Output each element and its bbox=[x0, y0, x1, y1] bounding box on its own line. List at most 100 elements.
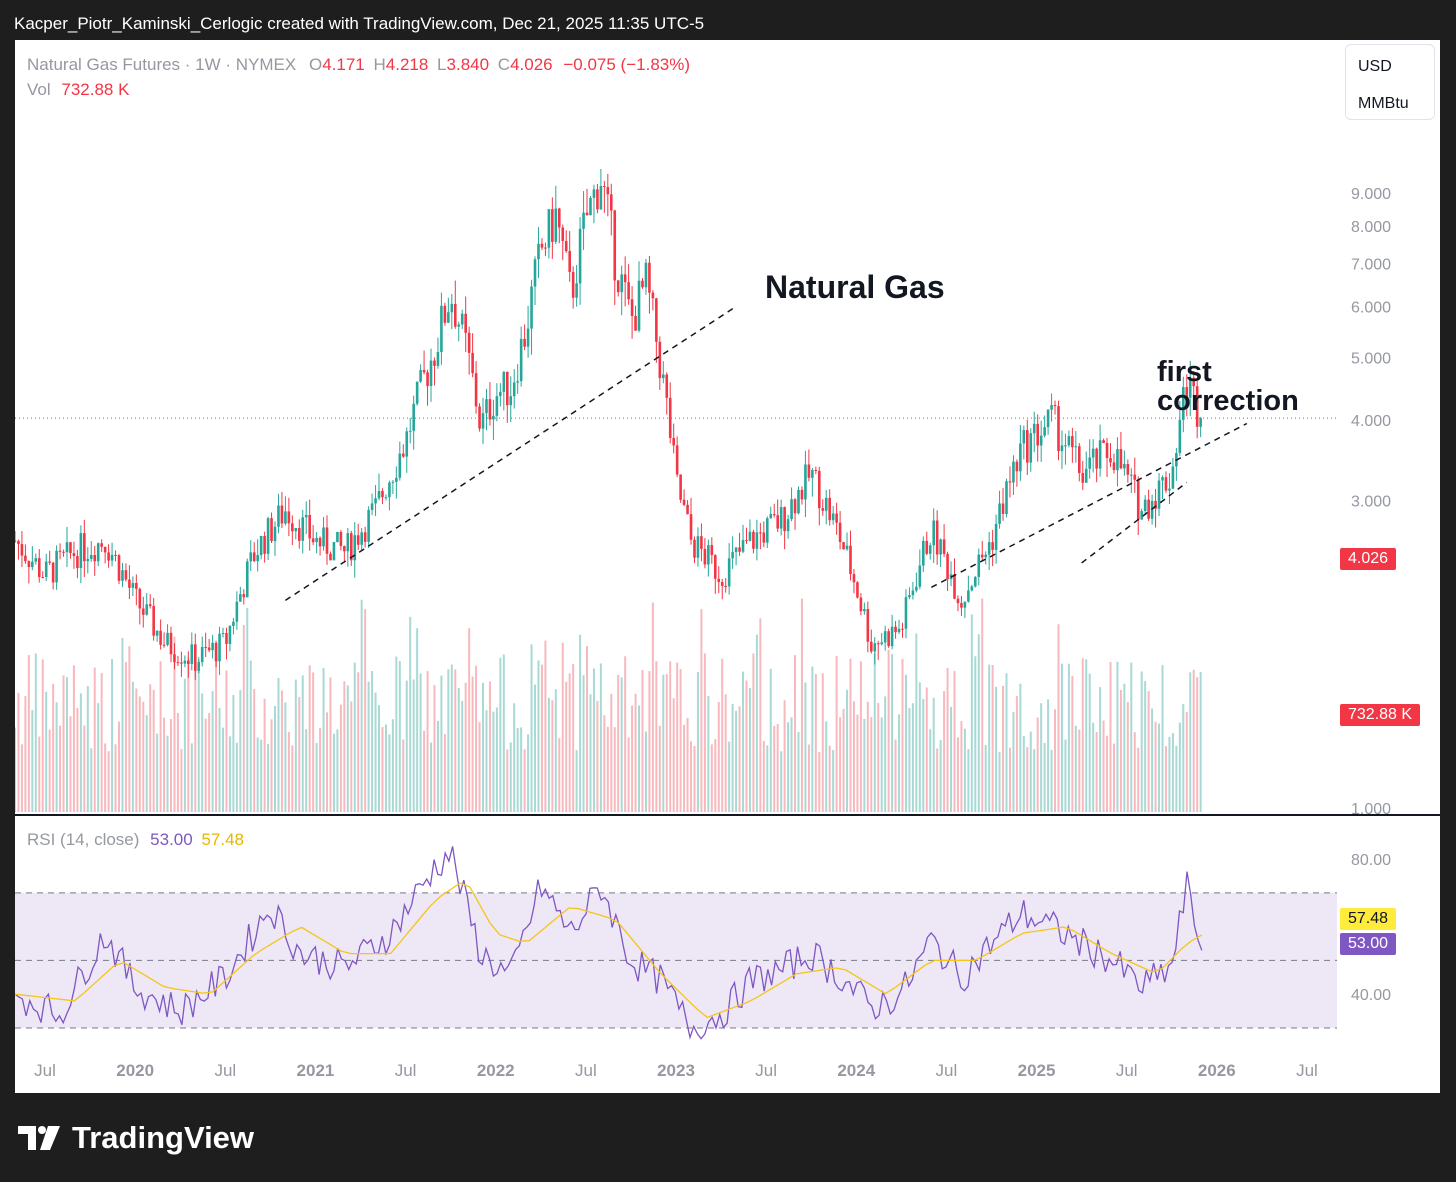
high-label: H bbox=[373, 55, 386, 74]
candle-body bbox=[1168, 488, 1171, 491]
candle-body bbox=[530, 286, 533, 329]
candle bbox=[973, 576, 977, 588]
candle bbox=[949, 561, 953, 587]
candle-body bbox=[1046, 409, 1050, 428]
candle bbox=[1091, 439, 1095, 473]
candle-body bbox=[464, 313, 467, 333]
candle bbox=[460, 309, 464, 329]
candle-body bbox=[83, 533, 86, 562]
time-tick-label: 2023 bbox=[657, 1061, 695, 1080]
candle-body bbox=[422, 370, 426, 373]
candle bbox=[1195, 377, 1199, 439]
candle-body bbox=[658, 341, 662, 379]
candle-body bbox=[637, 280, 641, 331]
candle-body bbox=[863, 609, 866, 612]
candle bbox=[1133, 457, 1137, 493]
candle-body bbox=[471, 352, 474, 374]
trendline-layer bbox=[284, 305, 1248, 601]
candle-body bbox=[256, 555, 259, 562]
candle bbox=[859, 593, 863, 616]
candle bbox=[152, 597, 155, 641]
candle-body bbox=[1140, 511, 1144, 520]
candle-body bbox=[86, 558, 90, 562]
candle-body bbox=[1067, 436, 1071, 446]
candle-body bbox=[568, 251, 571, 272]
candle-body bbox=[880, 642, 883, 645]
candle-body bbox=[668, 397, 672, 438]
candle-body bbox=[942, 539, 946, 554]
candle-body bbox=[322, 527, 325, 547]
candle bbox=[266, 516, 270, 561]
currency-label[interactable]: USD bbox=[1358, 58, 1392, 75]
candle-body bbox=[675, 445, 679, 475]
rsi-line bbox=[15, 846, 1203, 1040]
volume-label: Vol bbox=[27, 80, 51, 99]
chart-canvas[interactable]: 1.000 3.000 4.000 5.000 6.000 7.000 8.000 9.000… bbox=[15, 40, 1440, 1093]
candle-body bbox=[124, 570, 128, 580]
candle bbox=[20, 531, 24, 568]
candle-body bbox=[765, 518, 769, 543]
annotation-correction: correction bbox=[1157, 385, 1299, 417]
candle-body bbox=[502, 371, 506, 392]
candle-body bbox=[339, 531, 343, 547]
candle-body bbox=[904, 597, 908, 629]
candle bbox=[1039, 420, 1043, 462]
candle bbox=[1178, 400, 1182, 457]
candle-body bbox=[200, 647, 204, 663]
candle-body bbox=[582, 212, 585, 229]
candle bbox=[495, 383, 499, 422]
candle-body bbox=[606, 187, 610, 195]
candle-body bbox=[1095, 448, 1098, 469]
candle-body bbox=[932, 520, 935, 546]
candle bbox=[259, 535, 263, 560]
volume-value: 732.88 K bbox=[61, 80, 130, 99]
candle-body bbox=[807, 464, 811, 478]
candle bbox=[162, 632, 166, 648]
unit-label[interactable]: MMBtu bbox=[1358, 95, 1409, 112]
candle-body bbox=[69, 542, 72, 554]
candle bbox=[280, 491, 284, 529]
time-tick-label: 2021 bbox=[297, 1061, 335, 1080]
price-tick-label: 5.000 bbox=[1351, 351, 1391, 368]
candle-body bbox=[187, 660, 190, 665]
symbol-header: Natural Gas Futures · 1W · NYMEX O4.171 … bbox=[27, 55, 690, 75]
candle-body bbox=[1005, 481, 1008, 514]
candle bbox=[953, 558, 956, 600]
candle-body bbox=[176, 662, 180, 664]
candle bbox=[467, 326, 471, 375]
candle bbox=[523, 324, 526, 351]
currency-unit-selector[interactable]: USD MMBtu bbox=[1345, 44, 1435, 120]
candle-body bbox=[492, 415, 495, 420]
candle bbox=[1019, 425, 1022, 481]
candle bbox=[585, 188, 589, 216]
candle bbox=[433, 357, 436, 386]
low-value: 3.840 bbox=[446, 55, 490, 74]
candle bbox=[464, 296, 467, 353]
candle bbox=[69, 541, 72, 559]
candle-body bbox=[911, 590, 915, 596]
candle-body bbox=[204, 647, 207, 649]
candle-body bbox=[169, 632, 173, 655]
candle-body bbox=[641, 280, 644, 288]
candle-body bbox=[1123, 463, 1126, 469]
candle-body bbox=[245, 561, 249, 598]
candle-body bbox=[363, 532, 367, 542]
candle-body bbox=[44, 561, 48, 578]
candle-body bbox=[72, 553, 76, 557]
grid-layer bbox=[15, 417, 1440, 816]
candle-body bbox=[890, 626, 894, 647]
candle bbox=[245, 558, 249, 598]
candle bbox=[415, 381, 419, 406]
candle bbox=[516, 364, 519, 394]
candle-body bbox=[956, 598, 960, 604]
candle bbox=[474, 361, 478, 414]
candle bbox=[187, 651, 190, 678]
candle bbox=[634, 305, 637, 331]
candle-body bbox=[1064, 445, 1067, 447]
candle-body bbox=[1116, 449, 1119, 471]
chart-frame[interactable]: 1.000 3.000 4.000 5.000 6.000 7.000 8.000 9.000… bbox=[15, 40, 1440, 1093]
candle bbox=[1147, 489, 1150, 521]
candle bbox=[921, 536, 925, 573]
candle-body bbox=[353, 535, 357, 561]
candle bbox=[395, 466, 398, 499]
